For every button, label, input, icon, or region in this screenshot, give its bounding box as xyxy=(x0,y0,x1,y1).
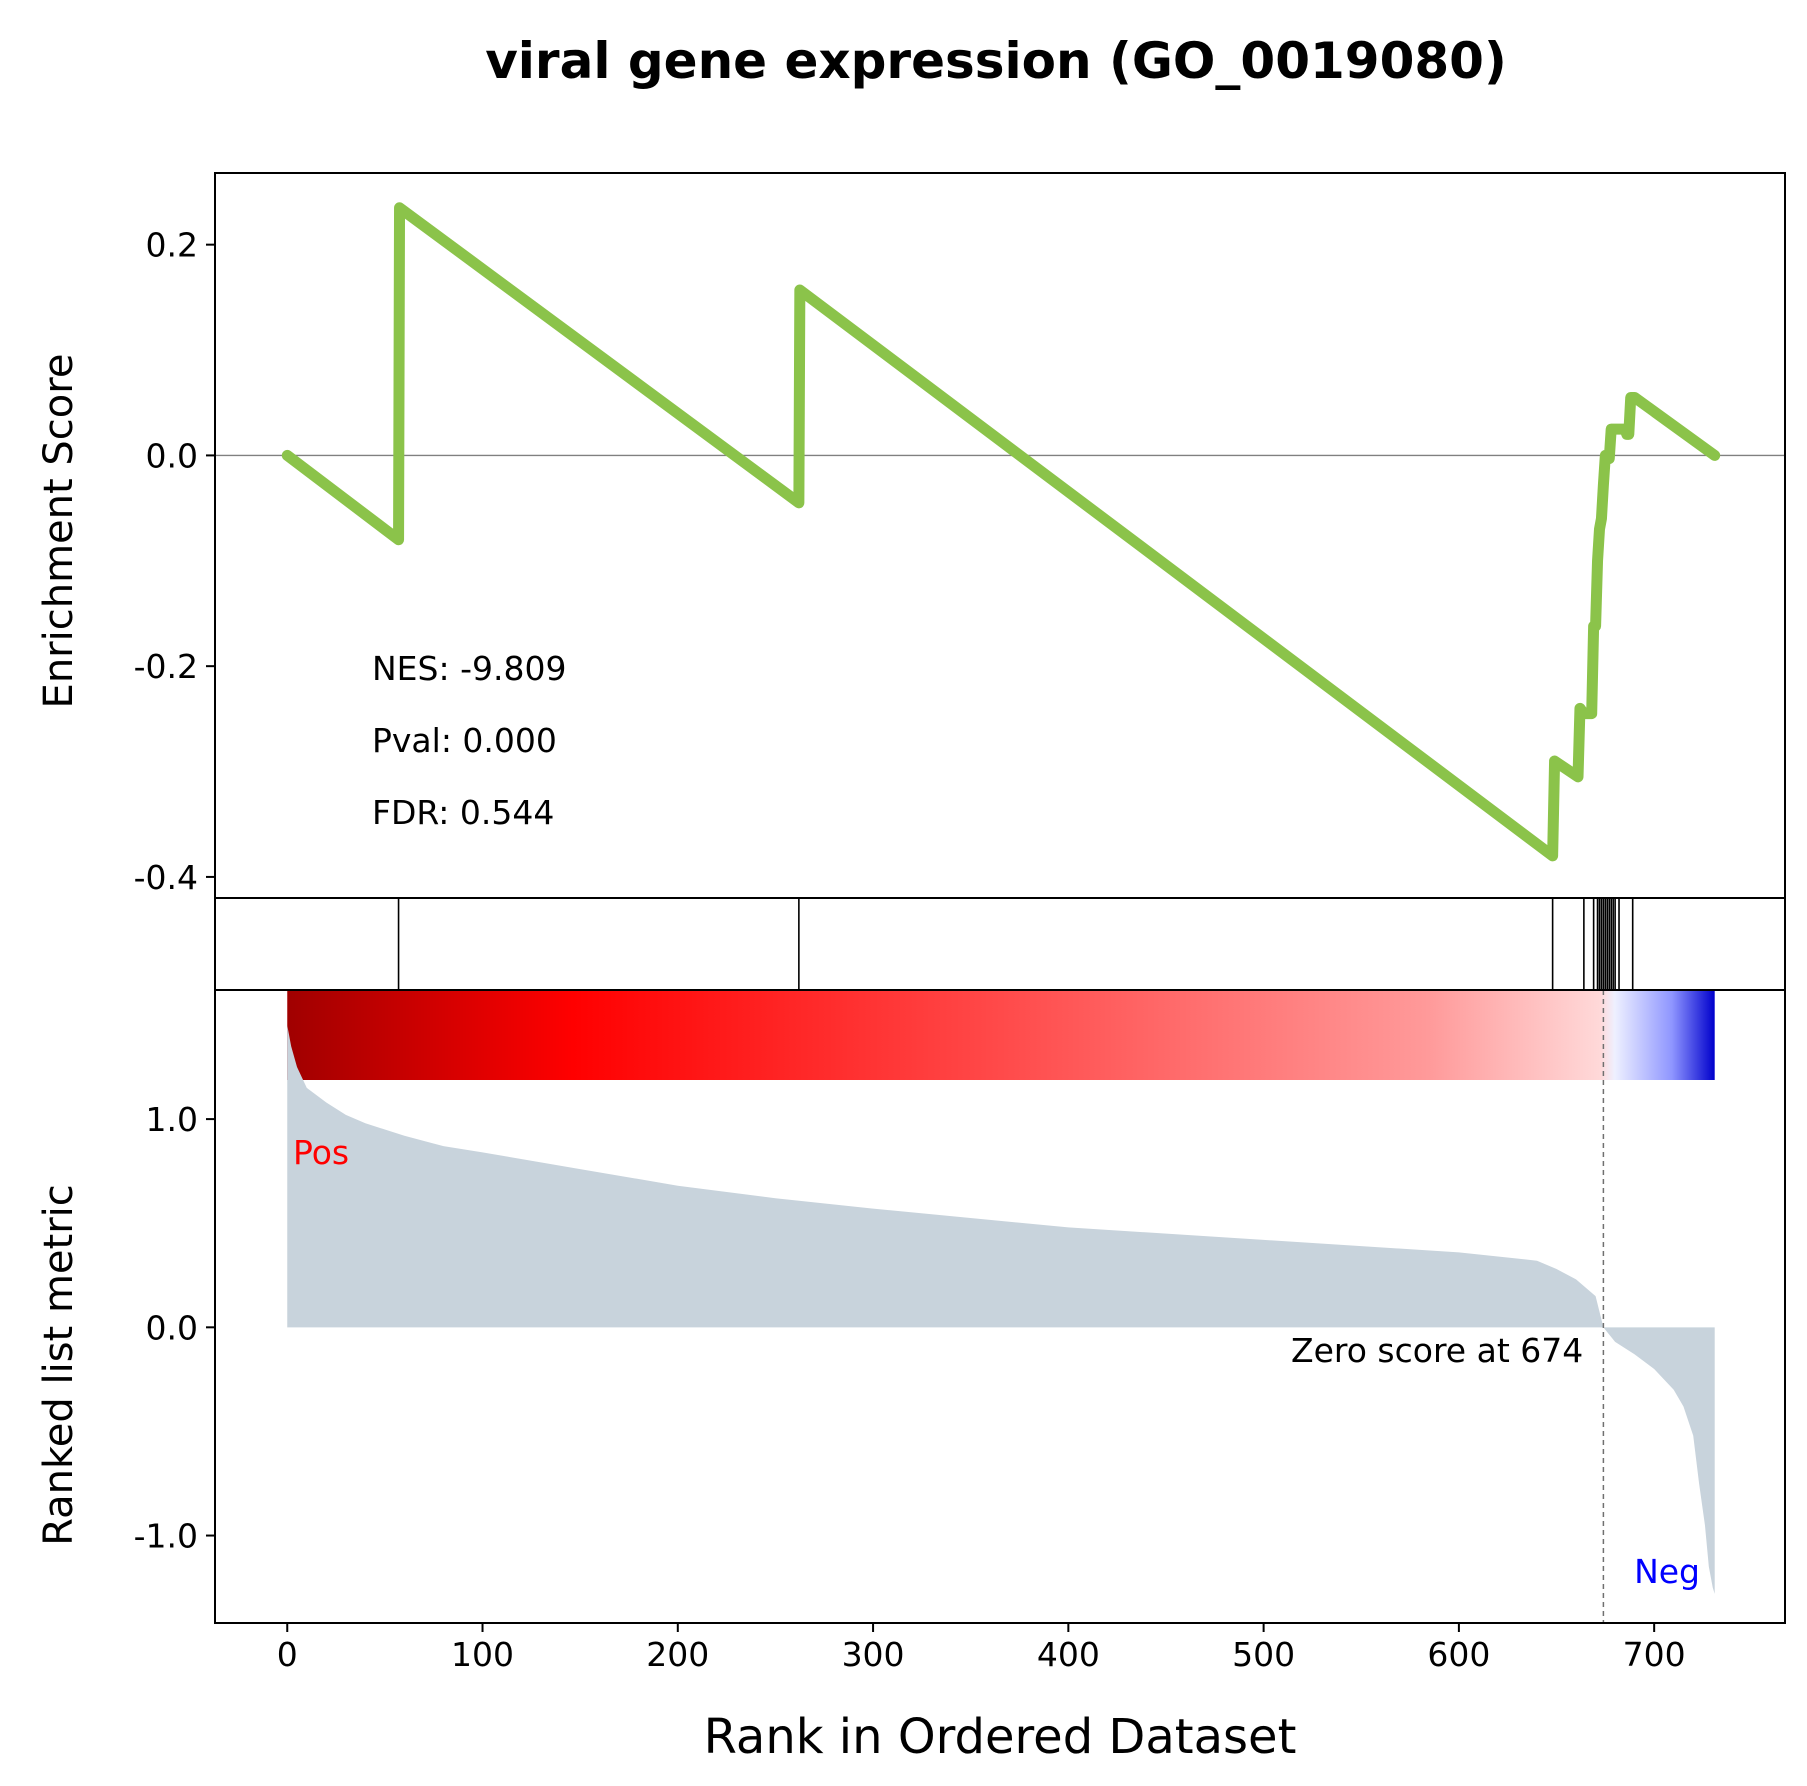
x-tick-label: 100 xyxy=(451,1635,514,1674)
x-tick-label: 400 xyxy=(1037,1635,1100,1674)
x-tick-label: 0 xyxy=(277,1635,298,1674)
x-axis: 0 100 200 300 400 500 600 700 xyxy=(277,1623,1686,1674)
x-tick-label: 300 xyxy=(842,1635,905,1674)
chart-title: viral gene expression (GO_0019080) xyxy=(485,32,1507,90)
x-tick-label: 500 xyxy=(1232,1635,1295,1674)
pval-annotation: Pval: 0.000 xyxy=(372,721,557,760)
es-y-tick-label: -0.4 xyxy=(134,858,198,897)
es-panel: 0.2 0.0 -0.2 -0.4 Enrichment Score NES: -9.… xyxy=(36,172,1786,899)
metric-y-tick-label: 1.0 xyxy=(146,1100,198,1139)
fdr-annotation: FDR: 0.544 xyxy=(372,793,554,832)
x-tick-label: 600 xyxy=(1427,1635,1490,1674)
zero-score-label: Zero score at 674 xyxy=(1291,1331,1583,1370)
es-y-tick-label: 0.2 xyxy=(146,226,198,265)
es-y-tick-label: 0.0 xyxy=(146,436,198,475)
metric-y-tick-label: 0.0 xyxy=(146,1308,198,1347)
hits-panel-frame xyxy=(214,897,1786,991)
es-y-tick-label: -0.2 xyxy=(134,647,198,686)
pos-label: Pos xyxy=(293,1133,349,1172)
gene-hit-marks xyxy=(397,898,1634,990)
metric-y-tick-label: -1.0 xyxy=(134,1517,198,1556)
metric-y-axis: 1.0 0.0 -1.0 xyxy=(134,1100,215,1556)
hits-panel xyxy=(214,897,1786,991)
enrichment-score-line xyxy=(281,202,1721,862)
ranked-metric-area xyxy=(287,1025,1715,1594)
metric-panel-frame xyxy=(214,989,1786,1624)
nes-annotation: NES: -9.809 xyxy=(372,649,566,688)
x-tick-label: 200 xyxy=(646,1635,709,1674)
x-tick-label: 700 xyxy=(1623,1635,1686,1674)
metric-ylabel: Ranked list metric xyxy=(36,1184,82,1546)
metric-panel: 1.0 0.0 -1.0 Ranked list metric Pos Neg Ze… xyxy=(36,989,1786,1674)
rank-colorbar xyxy=(287,990,1715,1080)
neg-label: Neg xyxy=(1634,1552,1700,1591)
es-ylabel: Enrichment Score xyxy=(36,354,82,709)
es-y-axis: 0.2 0.0 -0.2 -0.4 xyxy=(134,226,215,897)
chart-xlabel: Rank in Ordered Dataset xyxy=(704,1709,1297,1765)
